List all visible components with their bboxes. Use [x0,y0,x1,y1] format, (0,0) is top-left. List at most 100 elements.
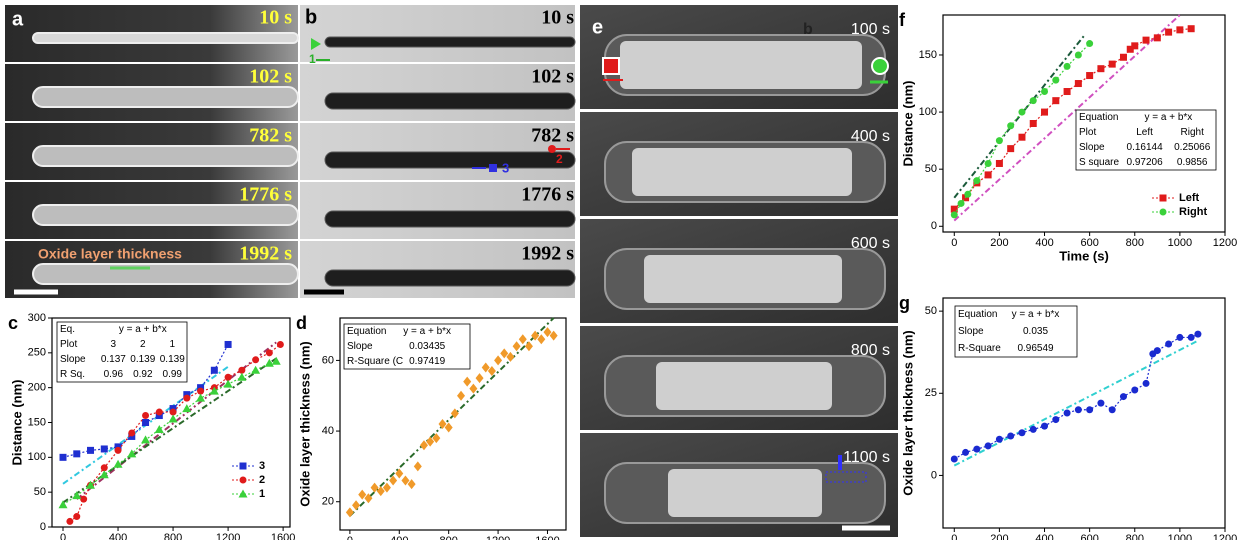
data-point [973,177,980,184]
table-cell: 0.97419 [409,356,446,367]
data-point [1097,65,1104,72]
time-label: 600 s [851,235,890,252]
x-tick-label: 600 [1080,533,1098,540]
legend-label: 2 [259,474,265,486]
table-cell: 2 [140,339,146,350]
panel-label: d [296,313,307,333]
data-point [238,367,245,374]
data-point [1143,380,1150,387]
data-point [951,456,958,463]
time-label: 102 s [531,66,574,88]
y-tick-label: 50 [925,305,937,317]
data-point [1086,406,1093,413]
data-point [60,454,67,461]
data-point [1131,42,1138,49]
time-label: 400 s [851,128,890,145]
panel-label: f [899,10,906,30]
data-point [225,374,232,381]
table-cell: y = a + b*x [1144,112,1192,123]
table-cell: Plot [60,339,77,350]
time-label: 1992 s [521,243,574,265]
data-point [1086,72,1093,79]
table-cell: Left [1136,127,1153,138]
y-tick-label: 150 [919,49,937,61]
chart: 040080012001600204060Time (s)Oxide layer… [296,313,566,540]
marker-circle [548,145,556,153]
y-tick-label: 100 [28,451,46,463]
y-tick-label: 50 [925,163,937,175]
nanowire [33,33,298,43]
data-point [252,356,259,363]
table-cell: R Sq. [60,369,85,380]
time-label: 782 s [531,125,574,147]
table-cell: Slope [347,341,373,352]
table-cell: y = a + b*x [1012,309,1060,320]
y-tick-label: 0 [931,220,937,232]
x-tick-label: 800 [164,532,182,540]
nanowire [33,87,298,107]
legend-marker [1160,195,1167,202]
data-point [1041,88,1048,95]
x-axis-label: Time (s) [1059,248,1109,263]
data-point [66,518,73,525]
data-point [1143,37,1150,44]
marker-circle [872,58,888,74]
data-point [958,200,965,207]
nanowire [33,205,298,225]
y-tick-label: 300 [28,312,46,324]
y-tick-label: 60 [322,354,334,366]
data-point [1052,77,1059,84]
data-point [1018,429,1025,436]
x-tick-label: 1600 [535,535,559,540]
x-tick-label: 200 [990,237,1008,249]
data-point [1120,54,1127,61]
data-point [1018,134,1025,141]
x-tick-label: 1600 [271,532,295,540]
y-tick-label: 25 [925,387,937,399]
data-point [225,341,232,348]
data-point [73,450,80,457]
table-cell: 0.16144 [1127,142,1164,153]
data-point [156,409,163,416]
data-point [277,341,284,348]
x-tick-label: 200 [990,533,1008,540]
time-label: 10 s [259,7,292,29]
data-point [1007,122,1014,129]
data-point [1097,400,1104,407]
data-point [197,388,204,395]
nanowire [33,146,298,166]
table-cell: 0.92 [133,369,153,380]
data-point [1052,416,1059,423]
time-label: 100 s [851,21,890,38]
x-tick-label: 800 [439,535,457,540]
table-cell: 0.9856 [1177,157,1208,168]
table-cell: 0.99 [163,369,183,380]
nanowire [325,37,575,47]
y-axis-label: Distance (nm) [900,81,915,167]
data-point [1176,334,1183,341]
table-cell: R-Square (C [347,356,403,367]
x-tick-label: 1200 [1213,533,1237,540]
data-point [1188,25,1195,32]
table-cell: Equation [347,326,386,337]
nanowire [325,270,575,286]
table-cell: y = a + b*x [119,324,167,335]
table-cell: Slope [1079,142,1105,153]
time-label: 1776 s [521,184,574,206]
data-point [1075,406,1082,413]
data-point [1064,410,1071,417]
table-cell: 1 [169,339,175,350]
x-tick-label: 1000 [1168,237,1192,249]
data-point [1086,40,1093,47]
legend-marker [240,477,247,484]
data-point [1041,423,1048,430]
y-tick-label: 20 [322,496,334,508]
data-point [170,409,177,416]
data-point [1007,145,1014,152]
nanowire [325,93,575,109]
y-tick-label: 50 [34,486,46,498]
data-point [1052,97,1059,104]
data-point [996,436,1003,443]
